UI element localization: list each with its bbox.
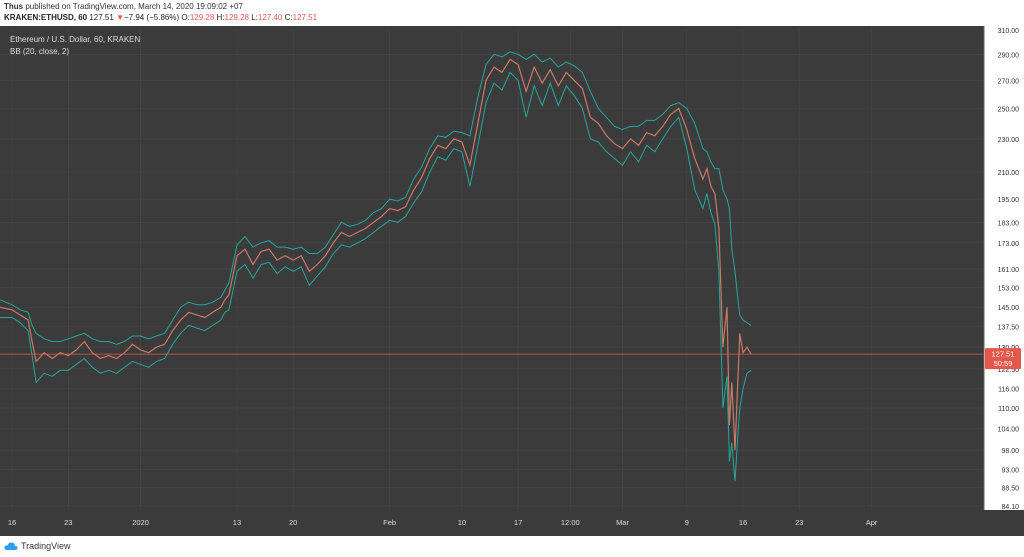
price-tick-label: 93.00 (1001, 467, 1019, 474)
last-price-badge-bg (985, 348, 1021, 370)
published-text: published on TradingView.com, March 14, … (23, 2, 243, 11)
price-tick-label: 210.00 (998, 170, 1020, 177)
price-tick-label: 88.50 (1001, 485, 1019, 492)
price-chart[interactable]: 310.00 290.00 270.00 250.00 230.00 210.00 195.… (0, 26, 1024, 536)
time-tick-label: 16 (739, 518, 747, 527)
time-tick-label: 12:00 (561, 518, 580, 527)
time-tick-label: 9 (685, 518, 689, 527)
legend-title: Ethereum / U.S. Dollar, 60, KRAKEN (10, 35, 140, 44)
price-tick-label: 104.00 (998, 427, 1020, 434)
price-tick-label: 270.00 (998, 78, 1020, 85)
time-tick-label: 2020 (132, 518, 149, 527)
countdown-label: 50:59 (994, 359, 1013, 368)
price-series (0, 58, 752, 451)
time-tick-label: 13 (233, 518, 241, 527)
bollinger-bands (0, 51, 752, 482)
time-axis-ticks: 16 23 2020 13 20 Feb 10 17 12:00 Mar 9 16 23 Apr (8, 518, 878, 527)
price-tick-label: 122.50 (998, 367, 1020, 374)
time-tick-label: 10 (458, 518, 466, 527)
low-value: 127.40 (257, 13, 283, 22)
footer-brand: TradingView (21, 541, 71, 551)
price-line (0, 58, 752, 451)
close-value: 127.51 (292, 13, 318, 22)
price-tick-label: 116.00 (998, 387, 1019, 394)
chart-header: Thus published on TradingView.com, March… (0, 0, 1024, 26)
plot-background (0, 26, 984, 510)
price-tick-label: 145.00 (998, 305, 1020, 312)
open-value: 129.28 (189, 13, 215, 22)
price-tick-label: 137.50 (998, 325, 1020, 332)
price-tick-label: 161.00 (998, 267, 1020, 274)
time-tick-label: Feb (383, 518, 396, 527)
price-tick-label: 250.00 (998, 106, 1020, 113)
price-tick-label: 290.00 (998, 52, 1020, 59)
last-price-badge-label: 127.51 (992, 350, 1015, 359)
quote-line: KRAKEN:ETHUSD, 60 127.51 ▼−7.94 (−5.86%)… (4, 13, 317, 22)
last-price: 127.51 (89, 13, 114, 22)
price-tick-label: 230.00 (998, 137, 1020, 144)
time-tick-label: 23 (64, 518, 72, 527)
price-tick-label: 110.00 (998, 406, 1019, 413)
price-tick-label: 183.00 (998, 220, 1020, 227)
price-tick-label: 310.00 (998, 28, 1020, 35)
time-tick-label: 20 (289, 518, 297, 527)
price-axis[interactable] (984, 26, 1024, 536)
price-tick-label: 173.00 (998, 241, 1020, 248)
change-arrow-icon: ▼ (116, 13, 124, 22)
price-tick-label: 84.10 (1001, 504, 1019, 511)
time-tick-label: 23 (795, 518, 803, 527)
time-tick-label: 17 (514, 518, 522, 527)
price-tick-label: 195.00 (998, 197, 1020, 204)
tradingview-logo[interactable]: TradingView (4, 541, 71, 551)
legend-indicator: BB (20, close, 2) (10, 47, 69, 56)
change-value: −7.94 (−5.86%) (123, 13, 180, 22)
published-line: Thus published on TradingView.com, March… (4, 2, 243, 11)
open-label: O: (181, 13, 190, 22)
lower-band-line (0, 71, 752, 482)
cloud-icon (4, 542, 18, 550)
price-tick-label: 153.00 (998, 286, 1020, 293)
time-tick-label: Apr (866, 518, 878, 527)
time-tick-label: 16 (8, 518, 16, 527)
symbol-label: KRAKEN:ETHUSD, 60 (4, 13, 88, 22)
high-value: 129.28 (224, 13, 249, 22)
close-label: C: (284, 13, 293, 22)
high-label: H: (216, 13, 225, 22)
publisher-name[interactable]: Thus (4, 2, 24, 11)
price-axis-ticks: 310.00 290.00 270.00 250.00 230.00 210.00 195.… (998, 28, 1020, 511)
upper-band-line (0, 51, 752, 345)
time-axis[interactable] (0, 510, 1024, 536)
low-label: L: (251, 13, 258, 22)
time-tick-label: Mar (616, 518, 629, 527)
price-tick-label: 98.00 (1001, 448, 1019, 455)
grid-lines (0, 26, 984, 510)
